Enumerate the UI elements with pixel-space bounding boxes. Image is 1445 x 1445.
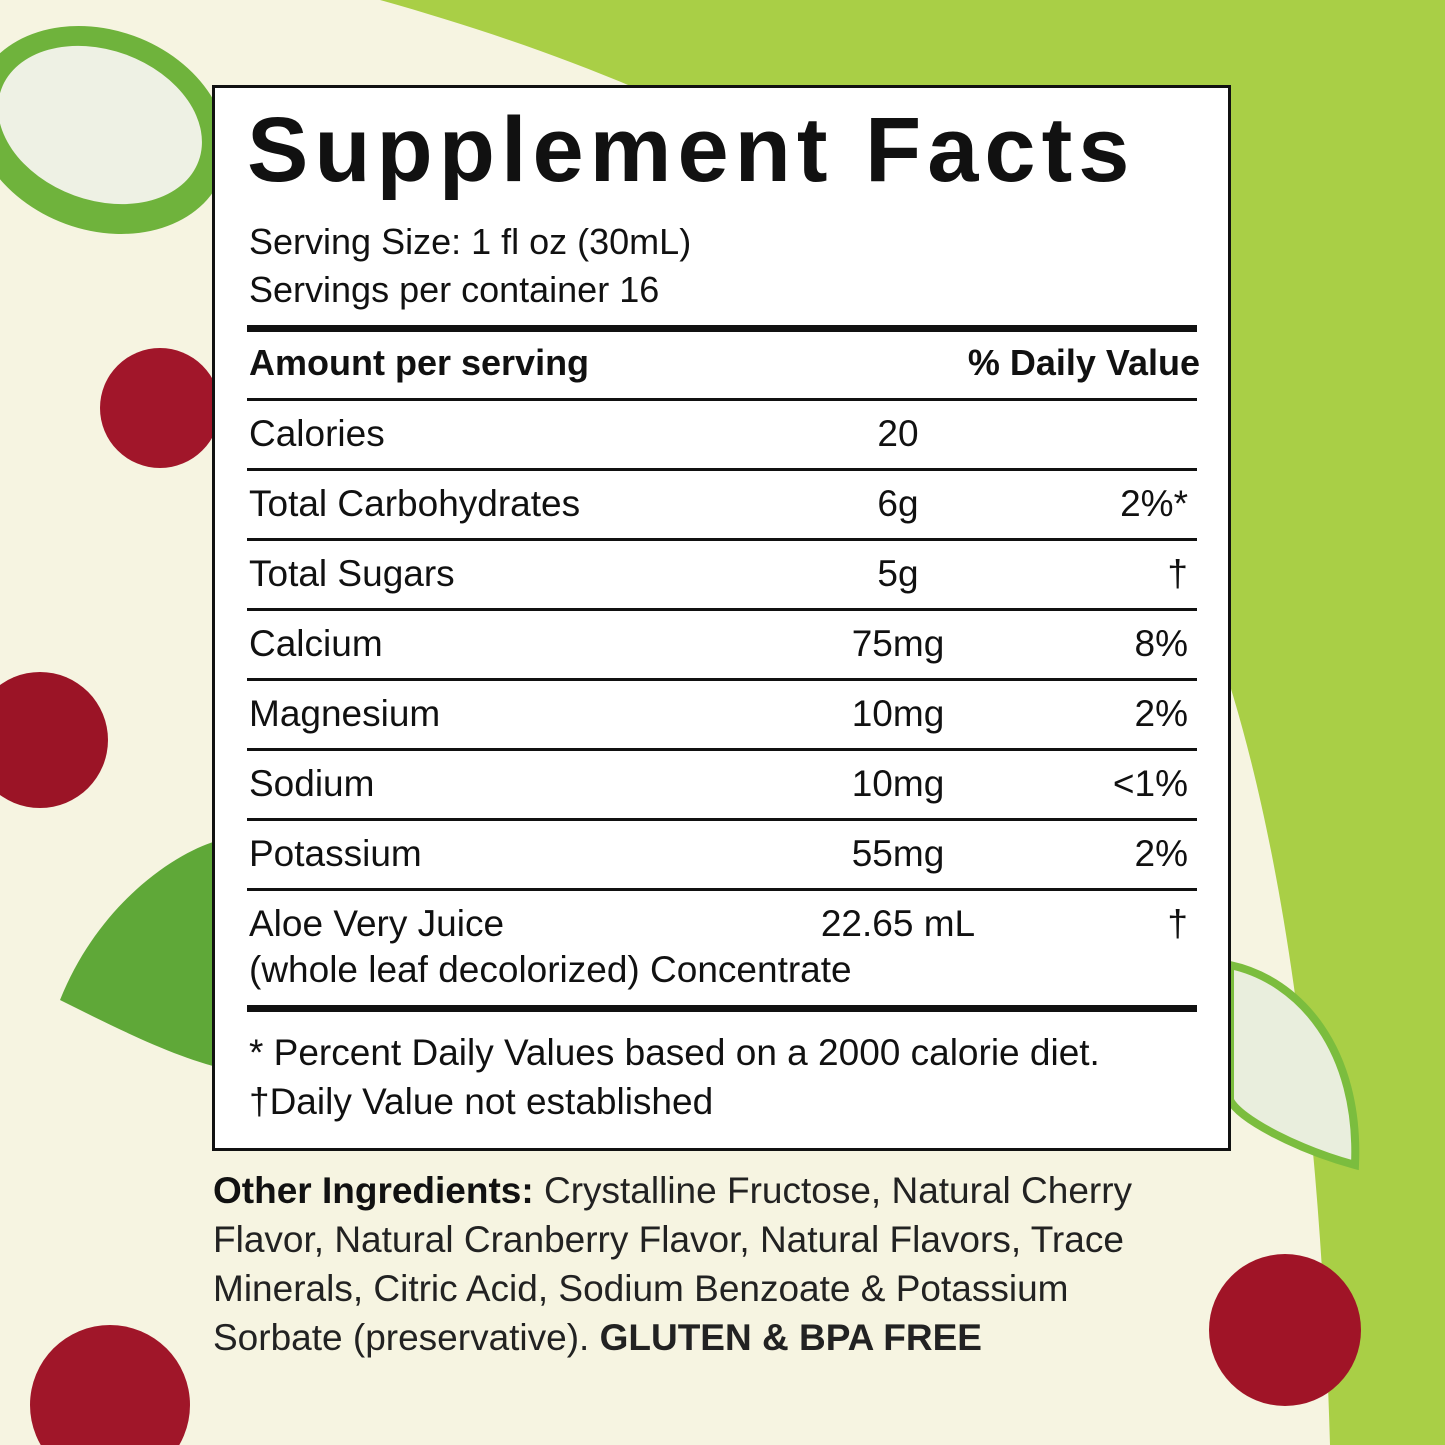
ingredients: Other Ingredients: Crystalline Fructose,… — [213, 1166, 1173, 1362]
rule — [247, 538, 1197, 541]
cherry — [0, 672, 108, 808]
rule — [247, 398, 1197, 401]
nutrient-name: Calcium — [249, 623, 383, 664]
nutrient-name: Aloe Very Juice — [249, 903, 505, 944]
rule — [247, 468, 1197, 471]
daily-value: 2% — [1134, 693, 1188, 734]
daily-value: <1% — [1112, 763, 1188, 804]
nutrient-name: Total Sugars — [249, 553, 455, 594]
nutrient-name: Sodium — [249, 763, 375, 804]
servings: Servings per container 16 — [249, 269, 660, 310]
supplement-facts-panel: Supplement Facts Serving Size: 1 fl oz (… — [212, 85, 1231, 1151]
nutrient-name: Magnesium — [249, 693, 441, 734]
cherry — [30, 1325, 190, 1445]
nutrient-name: Potassium — [249, 833, 422, 874]
aloe-piece — [60, 840, 230, 1070]
nutrient-name: Total Carbohydrates — [249, 483, 581, 524]
dv-header: % Daily Value — [967, 342, 1200, 383]
cherry — [1209, 1254, 1361, 1406]
aloe-slice — [1226, 960, 1360, 1171]
daily-value: 2%* — [1120, 483, 1188, 524]
rule — [247, 608, 1197, 611]
rule — [247, 818, 1197, 821]
ingredients-text: Crystalline Fructose, Natural Cherry Fla… — [213, 1170, 1133, 1358]
serving-size: Serving Size: 1 fl oz (30mL) — [249, 221, 692, 262]
rule — [247, 888, 1197, 891]
daily-value: 2% — [1134, 833, 1188, 874]
footnote: †Daily Value not established — [249, 1081, 714, 1122]
claim: GLUTEN & BPA FREE — [599, 1317, 982, 1358]
cherry — [100, 348, 220, 468]
rule — [247, 678, 1197, 681]
ingredients-label: Other Ingredients: — [213, 1170, 534, 1211]
thick-rule — [247, 1005, 1197, 1012]
daily-value: † — [1167, 553, 1188, 594]
daily-value: 8% — [1134, 623, 1188, 664]
nutrient-name: Calories — [249, 413, 385, 454]
rule — [247, 748, 1197, 751]
daily-value: † — [1167, 903, 1188, 944]
thick-rule — [247, 325, 1197, 332]
title: Supplement Facts — [247, 99, 1136, 201]
amount-header: Amount per serving — [249, 342, 590, 383]
aloe-flesh — [0, 45, 202, 205]
footnote: * Percent Daily Values based on a 2000 c… — [249, 1032, 1100, 1073]
nutrient-note: (whole leaf decolorized) Concentrate — [249, 949, 852, 990]
